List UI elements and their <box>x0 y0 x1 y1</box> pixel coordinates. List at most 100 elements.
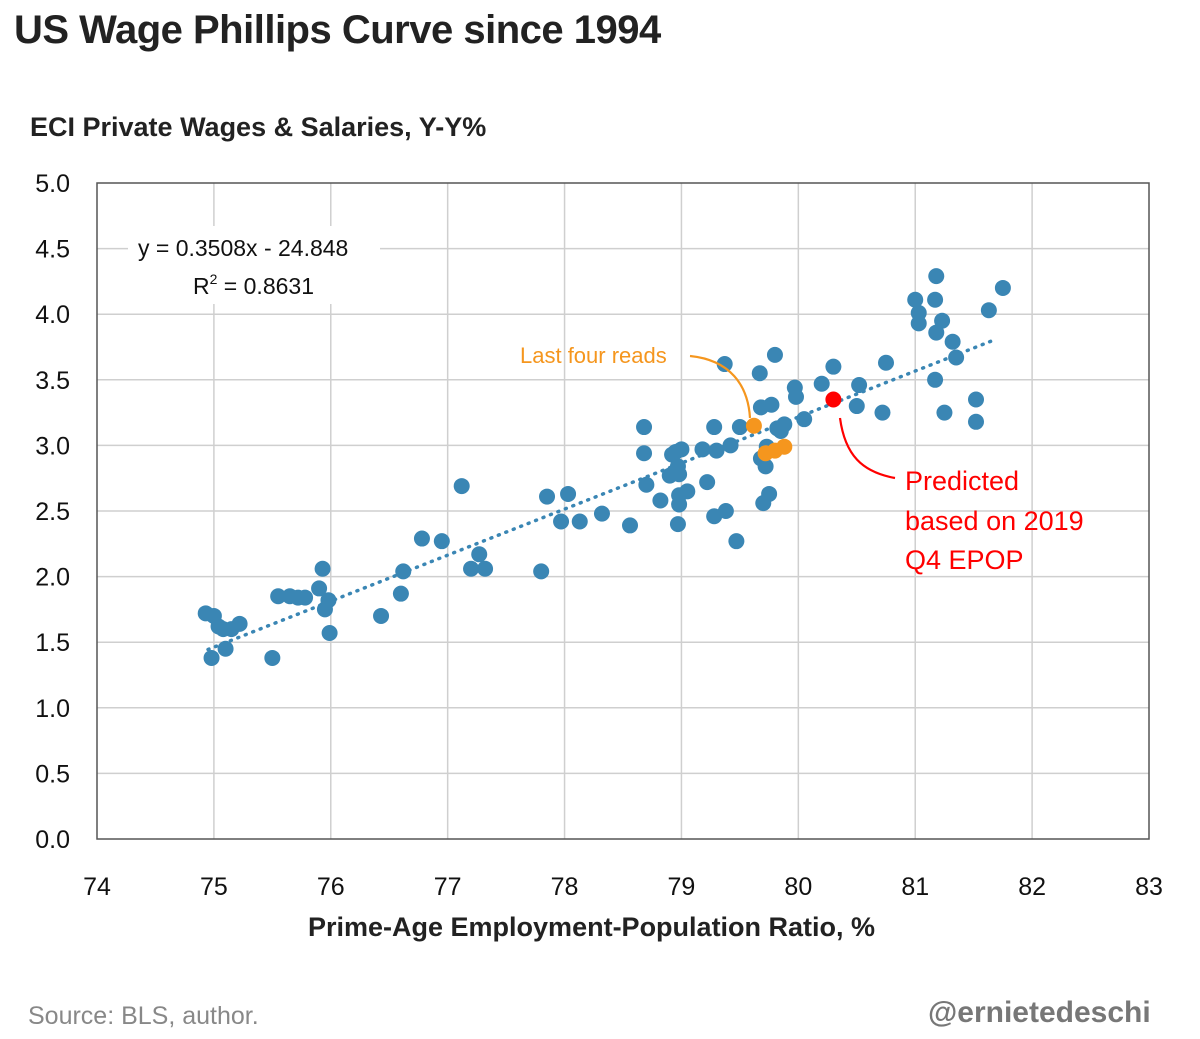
data-point <box>636 445 653 462</box>
data-point <box>928 324 945 341</box>
data-point <box>636 419 653 436</box>
r2-value: = 0.8631 <box>217 273 314 299</box>
y-tick-label: 2.0 <box>35 564 70 592</box>
data-point <box>471 546 488 563</box>
data-point <box>373 607 390 624</box>
data-point <box>671 466 688 483</box>
y-tick-label: 4.5 <box>35 236 70 264</box>
y-tick-label: 0.0 <box>35 826 70 854</box>
author-handle: @ernietedeschi <box>928 996 1151 1029</box>
r-squared: R2 = 0.8631 <box>193 271 314 299</box>
data-point <box>761 485 778 502</box>
x-tick-label: 77 <box>434 873 462 901</box>
x-axis-label: Prime-Age Employment-Population Ratio, % <box>308 912 876 942</box>
y-tick-label: 4.0 <box>35 301 70 329</box>
data-point <box>694 441 711 458</box>
last-four-arrow <box>689 354 752 419</box>
last-four-label: Last four reads <box>520 343 667 368</box>
data-point <box>622 517 639 534</box>
y-tick-label: 0.5 <box>35 760 70 788</box>
data-point <box>560 485 577 502</box>
data-point <box>477 560 494 577</box>
predicted-label-line1: Predicted <box>905 466 1019 496</box>
data-point <box>851 377 868 394</box>
data-point <box>264 649 281 666</box>
data-point <box>231 615 248 632</box>
page-title: US Wage Phillips Curve since 1994 <box>14 8 661 52</box>
r2-superscript: 2 <box>210 271 218 287</box>
data-point <box>203 649 220 666</box>
x-tick-label: 74 <box>83 873 111 901</box>
data-point <box>593 505 610 522</box>
data-point <box>571 513 588 530</box>
data-point <box>928 268 945 285</box>
data-point <box>825 358 842 375</box>
data-point <box>217 640 234 657</box>
y-tick-label: 2.5 <box>35 498 70 526</box>
trend-layer <box>206 337 999 652</box>
data-point <box>321 625 338 642</box>
point-layer <box>197 268 1011 666</box>
data-point <box>936 404 953 421</box>
recent-data-point <box>776 438 793 455</box>
data-point <box>669 516 686 533</box>
x-tick-label: 80 <box>784 873 812 901</box>
y-tick-label: 1.0 <box>35 695 70 723</box>
data-point <box>944 333 961 350</box>
data-point <box>728 533 745 550</box>
x-tick-label: 76 <box>317 873 345 901</box>
y-tick-label: 1.5 <box>35 629 70 657</box>
trend-equation: y = 0.3508x - 24.848 <box>138 235 348 261</box>
x-tick-label: 81 <box>901 873 929 901</box>
data-point <box>878 354 894 371</box>
plot-frame <box>96 182 1150 840</box>
data-point <box>766 346 783 363</box>
data-point <box>848 398 865 415</box>
data-point <box>395 563 412 580</box>
x-tick-label: 83 <box>1135 873 1163 901</box>
equation-box <box>128 226 380 304</box>
data-point <box>751 365 768 382</box>
data-point <box>433 533 450 550</box>
data-point <box>980 302 997 319</box>
predicted-arrow <box>838 417 896 480</box>
data-point <box>968 413 985 430</box>
data-point <box>757 458 774 475</box>
data-point <box>787 388 804 405</box>
y-tick-label: 5.0 <box>35 170 70 198</box>
predicted-point <box>825 391 842 408</box>
data-point <box>314 560 331 577</box>
data-point <box>731 419 748 436</box>
data-point <box>270 588 287 605</box>
data-point <box>910 315 927 332</box>
data-point <box>776 416 793 433</box>
data-point <box>763 396 780 413</box>
data-point <box>706 419 723 436</box>
data-point <box>453 478 470 495</box>
data-point <box>708 442 725 459</box>
data-point <box>638 476 655 493</box>
recent-data-point <box>745 417 762 434</box>
predicted-label-line2: based on 2019 <box>905 506 1084 536</box>
data-point <box>934 312 951 329</box>
data-point <box>553 513 570 530</box>
data-point <box>652 492 669 509</box>
data-point <box>671 496 688 513</box>
data-point <box>297 589 314 606</box>
data-point <box>463 560 480 577</box>
y-tick-label: 3.5 <box>35 367 70 395</box>
trend-line <box>206 337 999 652</box>
x-tick-label: 82 <box>1018 873 1046 901</box>
data-point <box>699 474 716 491</box>
x-tick-label: 78 <box>551 873 579 901</box>
data-point <box>311 580 328 597</box>
r2-symbol: R <box>193 273 210 299</box>
source-note: Source: BLS, author. <box>28 1002 259 1030</box>
data-point <box>927 291 944 308</box>
data-point <box>716 356 733 373</box>
data-point <box>722 437 739 454</box>
predicted-label-line3: Q4 EPOP <box>905 545 1024 575</box>
data-point <box>673 441 690 458</box>
data-point <box>717 503 734 519</box>
